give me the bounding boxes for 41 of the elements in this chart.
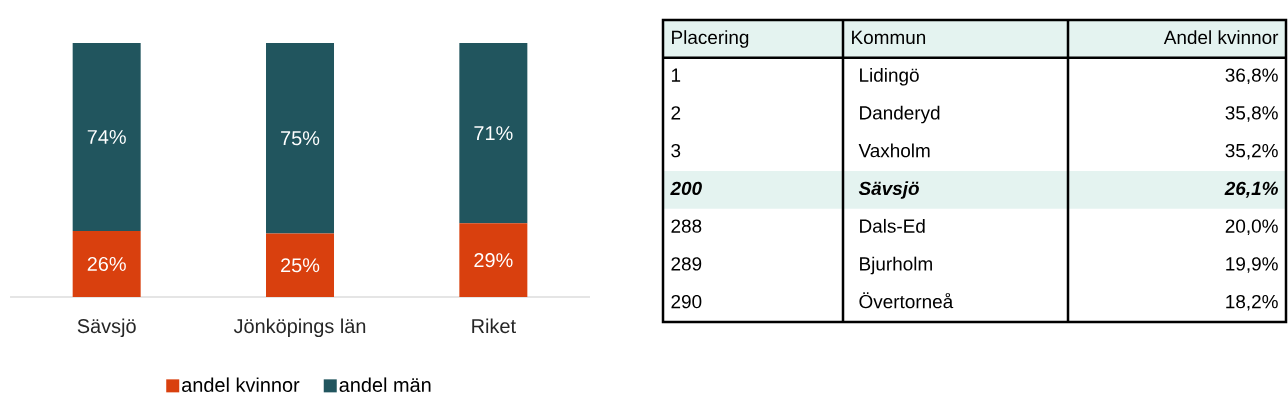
x-tick-label: Jönköpings län [233, 318, 366, 338]
legend-label: andel kvinnor [182, 377, 300, 393]
bar [459, 43, 528, 224]
text: 2 [671, 106, 681, 120]
text: 3 [671, 143, 681, 158]
text: Dals-Ed [860, 218, 925, 233]
text: 36,8% [1225, 68, 1278, 85]
text: Vaxholm [858, 143, 930, 158]
data-label: 71% [474, 126, 513, 141]
data-label: 26% [87, 256, 126, 272]
data-label: 74% [87, 130, 126, 144]
text: Sävsjö [858, 181, 919, 199]
data-label: 29% [474, 253, 513, 268]
text: 35,8% [1225, 106, 1278, 122]
bar [72, 43, 141, 231]
x-tick-label: Sävsjö [77, 318, 136, 338]
text: 288 [671, 219, 702, 233]
text: Lidingö [860, 67, 919, 86]
text: Övertorneå [859, 292, 954, 309]
text: 20,0% [1225, 219, 1278, 236]
text: Danderyd [860, 105, 940, 124]
text: Bjurholm [860, 256, 932, 275]
data-label: 25% [281, 258, 320, 273]
bar [266, 233, 335, 297]
text: Andel kvinnor [1163, 30, 1279, 45]
text: 19,9% [1226, 257, 1278, 273]
text: 35,2% [1225, 143, 1278, 160]
text: 26,1% [1224, 181, 1278, 198]
bar [72, 230, 141, 297]
bar [266, 43, 335, 234]
text: 18,2% [1226, 294, 1278, 311]
text: 200 [670, 181, 702, 196]
text: 1 [671, 68, 681, 82]
text: Placering [672, 30, 749, 48]
text: Kommun [852, 30, 926, 45]
x-tick-label: Riket [472, 318, 516, 334]
text: 290 [671, 294, 702, 309]
text: 289 [671, 257, 702, 271]
data-label: 75% [281, 131, 320, 146]
legend-label: andel män [339, 377, 431, 393]
bar [459, 223, 528, 297]
